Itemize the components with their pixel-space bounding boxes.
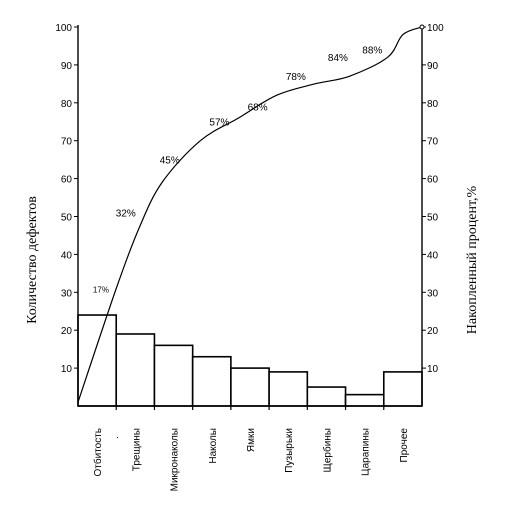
left-tick-label: 100 xyxy=(55,23,72,34)
right-tick-label: 60 xyxy=(427,175,439,186)
bar-9 xyxy=(382,371,423,407)
right-axis-title: Накопленный процент,% xyxy=(465,185,480,334)
cumulative-curve-group xyxy=(77,24,425,403)
right-tick-labels: 10 20 30 40 50 60 70 80 90 100 xyxy=(427,23,444,375)
cumulative-line xyxy=(77,26,423,403)
category-label: Ямки xyxy=(246,428,257,452)
cumulative-percent-label: 32% xyxy=(116,209,136,220)
cumulative-percent-label: 78% xyxy=(286,72,306,83)
left-tick-label: 70 xyxy=(61,137,73,148)
bar-2 xyxy=(115,333,156,407)
stray-dot-mark: . xyxy=(116,430,119,441)
category-labels: Отбитость Трещины Микронаколы Наколы Ямки Пуз… xyxy=(92,428,410,492)
left-tick-label: 80 xyxy=(61,99,73,110)
left-tick-label: 90 xyxy=(61,61,73,72)
category-label: Отбитость xyxy=(92,428,104,477)
left-tick-label: 10 xyxy=(61,364,73,375)
right-tick-label: 30 xyxy=(427,288,439,299)
left-tick-labels: 10 20 30 40 50 60 70 80 90 100 xyxy=(55,23,72,375)
right-tick-label: 10 xyxy=(427,364,439,375)
right-tick-label: 70 xyxy=(427,137,439,148)
category-label: Царапины xyxy=(361,428,372,476)
bar-8 xyxy=(344,393,385,407)
cumulative-percent-label: 84% xyxy=(328,53,348,64)
left-axis-title: Количество дефектов xyxy=(25,196,40,324)
bar-5 xyxy=(230,367,270,407)
category-label: Трещины xyxy=(131,428,142,471)
left-tick-label: 60 xyxy=(61,175,73,186)
right-tick-label: 50 xyxy=(427,213,439,224)
left-tick-label: 50 xyxy=(61,213,73,224)
axes-group xyxy=(74,25,426,410)
left-tick-label: 20 xyxy=(61,326,73,337)
bar-7 xyxy=(306,386,347,407)
cumulative-percent-label: 45% xyxy=(160,155,180,166)
cumulative-percent-label: 57% xyxy=(209,118,229,129)
right-tick-label: 90 xyxy=(427,61,439,72)
bars-group xyxy=(77,314,423,407)
bar-6 xyxy=(268,371,309,407)
cumulative-percent-label: 88% xyxy=(362,46,382,57)
right-tick-label: 40 xyxy=(427,250,439,261)
category-label: Пузырьки xyxy=(284,428,295,473)
right-tick-label: 100 xyxy=(427,23,444,34)
cumulative-percent-label: 17% xyxy=(93,285,109,294)
category-label: Микронаколы xyxy=(170,428,181,491)
bar-3 xyxy=(153,344,194,407)
category-label: Щербины xyxy=(321,428,333,473)
right-tick-label: 80 xyxy=(427,99,439,110)
category-label: Прочее xyxy=(399,428,410,463)
bar-1 xyxy=(77,314,118,407)
cumulative-percent-label: 68% xyxy=(248,102,268,113)
category-label: Наколы xyxy=(208,428,219,464)
left-tick-label: 40 xyxy=(61,250,73,261)
left-tick-label: 30 xyxy=(61,288,73,299)
cumulative-percent-labels: 17% 32% 45% 57% 68% 78% 84% 88% xyxy=(93,46,383,295)
right-tick-label: 20 xyxy=(427,326,439,337)
bar-4 xyxy=(191,355,232,407)
curve-end-marker xyxy=(419,24,425,30)
